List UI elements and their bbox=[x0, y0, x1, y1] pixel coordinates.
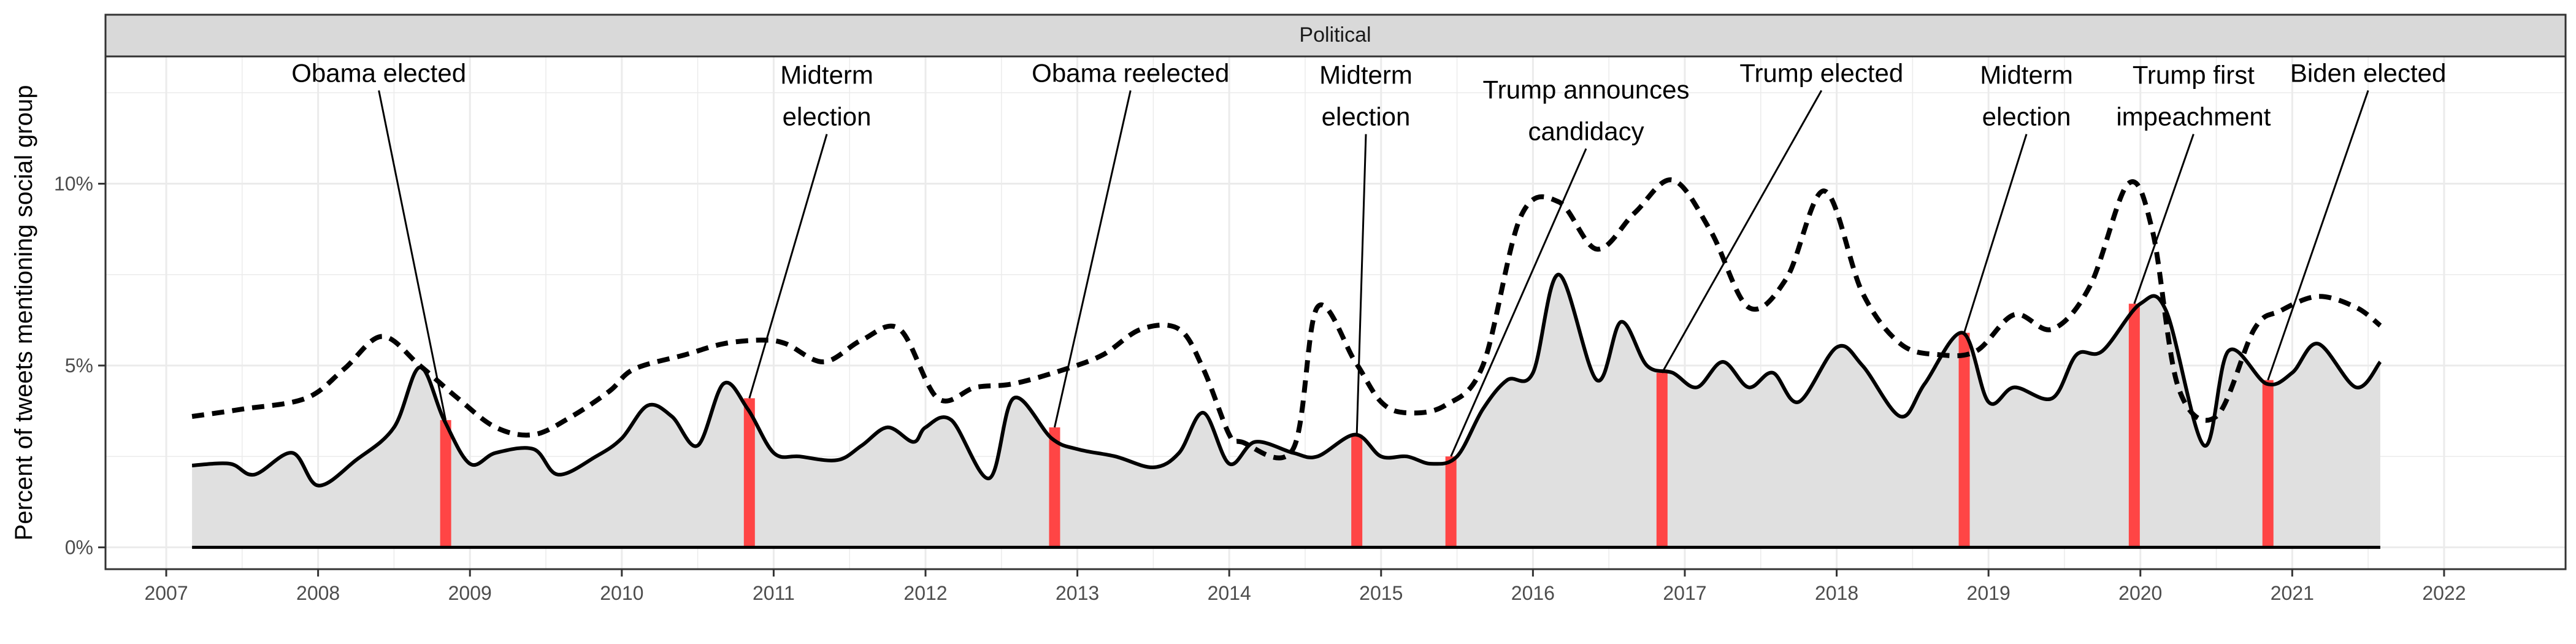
x-tick-label: 2015 bbox=[1359, 582, 1403, 604]
event-layer bbox=[440, 304, 2274, 548]
event-bar bbox=[2262, 380, 2274, 548]
x-tick-label: 2022 bbox=[2422, 582, 2466, 604]
annotation-leader bbox=[748, 134, 828, 399]
annotation-leader bbox=[1355, 134, 1367, 435]
x-tick-label: 2012 bbox=[903, 582, 947, 604]
y-tick-label: 5% bbox=[65, 355, 93, 377]
annotation-label: election bbox=[783, 102, 872, 131]
annotation-label: election bbox=[1322, 102, 1411, 131]
x-tick-label: 2017 bbox=[1663, 582, 1706, 604]
x-tick-label: 2008 bbox=[296, 582, 340, 604]
annotation-leader bbox=[2133, 134, 2195, 304]
event-bar bbox=[2128, 304, 2140, 548]
plot-border bbox=[104, 55, 2567, 570]
annotation-label: impeachment bbox=[2116, 102, 2271, 131]
x-tick-label: 2020 bbox=[2118, 582, 2162, 604]
y-tick-label: 10% bbox=[54, 173, 93, 195]
event-bar bbox=[743, 398, 755, 548]
annotation-label: Obama elected bbox=[291, 59, 466, 88]
annotation-label: Trump announces bbox=[1483, 75, 1690, 104]
x-tick-label: 2021 bbox=[2271, 582, 2314, 604]
annotation-label: Midterm bbox=[780, 61, 873, 90]
annotation-layer: Obama elected Midterm election Obama reelec… bbox=[291, 59, 2446, 457]
annotation-label: Midterm bbox=[1319, 61, 1413, 90]
x-tick-label: 2007 bbox=[144, 582, 188, 604]
event-bar bbox=[1958, 332, 1970, 548]
strip-background bbox=[104, 13, 2567, 58]
annotation-label: candidacy bbox=[1528, 117, 1644, 145]
y-tick-label: 0% bbox=[65, 536, 93, 558]
axis-layer: 2007 2008 2009 2010 2011 2012 2013 2014 2015 2016… bbox=[54, 173, 2466, 604]
annotation-label: Obama reelected bbox=[1032, 59, 1229, 88]
panel-label: Political bbox=[1299, 23, 1371, 47]
x-tick-label: 2014 bbox=[1208, 582, 1251, 604]
annotation-leader bbox=[1661, 90, 1823, 374]
x-tick-label: 2011 bbox=[753, 582, 795, 604]
annotation-label: election bbox=[1982, 102, 2071, 131]
event-bar bbox=[1656, 372, 1668, 548]
annotation-leader bbox=[1450, 148, 1587, 457]
series-line-dashed bbox=[191, 177, 2382, 461]
x-tick-label: 2010 bbox=[600, 582, 643, 604]
x-tick-label: 2009 bbox=[448, 582, 492, 604]
annotation-leader bbox=[1053, 90, 1132, 428]
y-axis-label: Percent of tweets mentioning social grou… bbox=[10, 85, 37, 541]
x-tick-label: 2018 bbox=[1815, 582, 1858, 604]
event-bar bbox=[1445, 456, 1457, 548]
area-layer bbox=[192, 274, 2380, 548]
series-line-solid bbox=[191, 272, 2382, 488]
series-area bbox=[192, 274, 2380, 548]
annotation-leader bbox=[2267, 90, 2369, 381]
series-layer bbox=[191, 177, 2382, 549]
annotation-label: Biden elected bbox=[2290, 59, 2447, 88]
annotation-leader bbox=[1963, 134, 2028, 334]
annotation-label: Trump elected bbox=[1739, 59, 1903, 88]
x-tick-label: 2016 bbox=[1511, 582, 1555, 604]
annotation-label: Trump first bbox=[2133, 61, 2255, 90]
event-bar bbox=[440, 420, 451, 548]
annotation-label: Midterm bbox=[1980, 61, 2073, 90]
event-bar bbox=[1049, 427, 1060, 548]
x-tick-label: 2019 bbox=[1967, 582, 2011, 604]
x-tick-label: 2013 bbox=[1056, 582, 1099, 604]
event-bar bbox=[1351, 434, 1363, 548]
annotation-leader bbox=[378, 90, 447, 421]
